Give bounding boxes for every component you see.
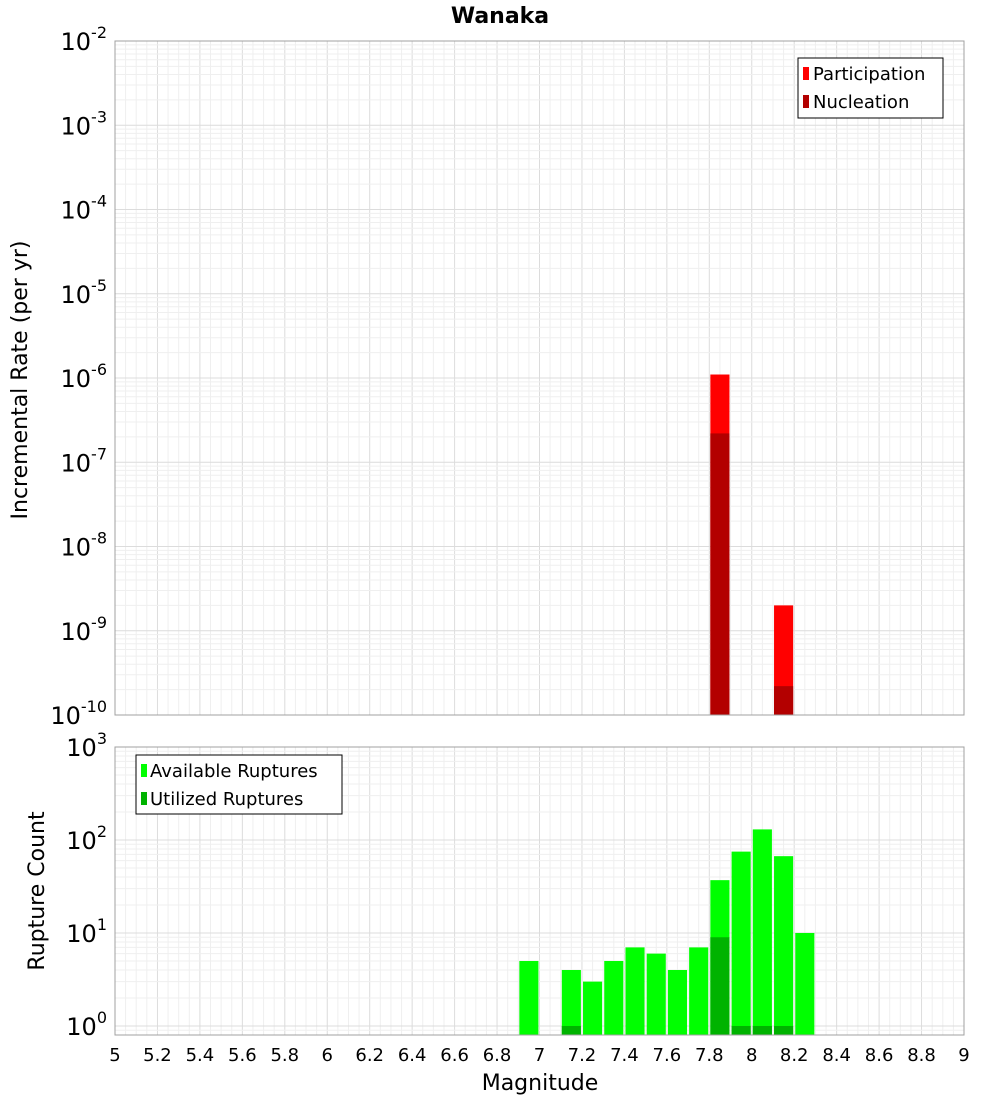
bar-available-ruptures [731, 851, 751, 1035]
legend-label-utilized: Utilized Ruptures [150, 789, 303, 810]
x-tick-label: 8.2 [780, 1045, 809, 1066]
y-tick-label: 10-3 [61, 107, 108, 140]
legend-swatch-participation [803, 67, 809, 80]
x-tick-label: 6.4 [398, 1045, 427, 1066]
bar-available-ruptures [604, 960, 624, 1035]
bar-available-ruptures [625, 947, 645, 1035]
bottom-panel-x-ticks: 5 5.2 5.4 5.6 5.8 6 6.2 6.4 6.6 6.8 7 7.2 7.4 7.6 7.8 8… [109, 1045, 969, 1066]
top-panel-ylabel: Incremental Rate (per yr) [8, 241, 33, 520]
legend-swatch-nucleation [803, 95, 809, 108]
y-tick-label: 102 [66, 822, 107, 855]
bar-available-ruptures [519, 960, 539, 1035]
y-tick-label: 10-10 [50, 697, 107, 730]
x-tick-label: 8.4 [822, 1045, 851, 1066]
y-tick-label: 10-7 [61, 444, 108, 477]
y-tick-label: 10-8 [61, 529, 108, 562]
x-tick-label: 6.8 [483, 1045, 512, 1066]
bar-available-ruptures [774, 856, 794, 1035]
x-tick-label: 8.6 [865, 1045, 894, 1066]
y-tick-label: 101 [66, 915, 107, 948]
y-tick-label: 10-4 [61, 192, 108, 225]
x-tick-label: 9 [958, 1045, 969, 1066]
top-panel-grid [114, 41, 965, 716]
bar-nucleation [774, 686, 794, 715]
bottom-panel-legend: Available Ruptures Utilized Ruptures [135, 754, 343, 815]
bottom-panel-y-ticks: 100 101 102 103 [66, 729, 107, 1041]
legend-swatch-utilized [141, 792, 147, 805]
x-tick-label: 7 [534, 1045, 545, 1066]
bar-available-ruptures [752, 829, 772, 1035]
bar-nucleation [710, 433, 730, 715]
bar-utilized-ruptures [752, 1025, 772, 1035]
legend-swatch-available [141, 764, 147, 777]
bar-available-ruptures [689, 947, 709, 1035]
legend-box-bottom [135, 754, 343, 815]
x-axis-label: Magnitude [482, 1071, 599, 1096]
top-panel-frame [114, 40, 965, 716]
bottom-panel-bars [519, 829, 815, 1035]
y-tick-label: 10-5 [61, 276, 108, 309]
top-panel-legend: Participation Nucleation [797, 57, 944, 119]
legend-label-participation: Participation [813, 64, 925, 85]
bar-available-ruptures [795, 932, 815, 1035]
bar-available-ruptures [646, 953, 666, 1035]
bar-utilized-ruptures [561, 1025, 581, 1035]
bar-available-ruptures [583, 981, 603, 1035]
bar-utilized-ruptures [774, 1025, 794, 1035]
x-tick-label: 5.2 [143, 1045, 172, 1066]
y-tick-label: 10-2 [61, 23, 108, 56]
top-panel-bars [710, 374, 794, 715]
chart-title: Wanaka [451, 4, 549, 29]
top-panel-y-ticks: 10-10 10-9 10-8 10-7 10-6 10-5 10-4 10-3 10-2 [50, 23, 107, 730]
y-tick-label: 100 [66, 1008, 107, 1041]
legend-label-nucleation: Nucleation [813, 92, 909, 113]
legend-box [797, 57, 944, 119]
x-tick-label: 5 [109, 1045, 120, 1066]
bottom-panel-ylabel: Rupture Count [25, 811, 50, 971]
x-tick-label: 8.8 [907, 1045, 936, 1066]
x-tick-label: 5.4 [186, 1045, 215, 1066]
x-tick-label: 8 [746, 1045, 757, 1066]
bar-available-ruptures [561, 969, 581, 1035]
x-tick-label: 7.6 [653, 1045, 682, 1066]
bar-utilized-ruptures [731, 1025, 751, 1035]
bar-available-ruptures [667, 969, 688, 1035]
x-tick-label: 7.2 [568, 1045, 597, 1066]
x-tick-label: 6.2 [355, 1045, 384, 1066]
x-tick-label: 7.8 [695, 1045, 724, 1066]
y-tick-label: 103 [66, 729, 107, 762]
legend-label-available: Available Ruptures [150, 761, 318, 782]
x-tick-label: 6 [322, 1045, 333, 1066]
x-tick-label: 5.8 [270, 1045, 299, 1066]
bottom-panel-frame [114, 746, 965, 1036]
x-tick-label: 5.6 [228, 1045, 257, 1066]
x-tick-label: 7.4 [610, 1045, 639, 1066]
y-tick-label: 10-6 [61, 360, 108, 393]
x-tick-label: 6.6 [440, 1045, 469, 1066]
bar-utilized-ruptures [710, 937, 730, 1035]
y-tick-label: 10-9 [61, 613, 108, 646]
